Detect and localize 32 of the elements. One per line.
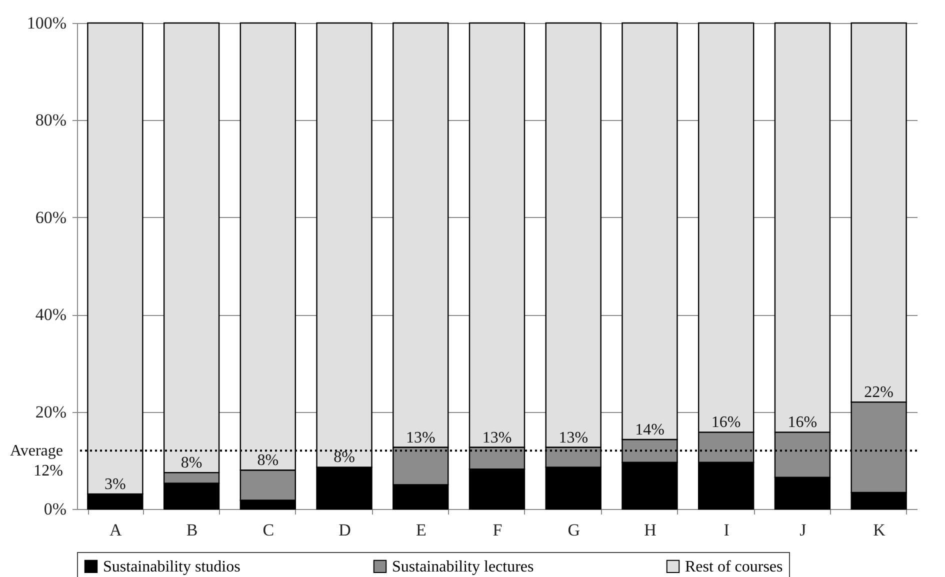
annotation: 16% [711, 414, 741, 432]
x-tick-label: H [644, 520, 656, 540]
annotation: 14% [635, 422, 664, 438]
annotation: 13% [406, 429, 436, 446]
x-tick-label: J [800, 520, 807, 540]
legend-label: Sustainability lectures [392, 558, 534, 576]
annotation: 8% [334, 449, 355, 466]
x-tick-label: C [262, 520, 274, 540]
x-tick-label: G [568, 520, 580, 540]
y-tick-label: 60% [35, 208, 66, 227]
annotation: 3% [104, 476, 126, 493]
x-tick-label: D [338, 520, 351, 540]
x-tick-label: F [492, 520, 502, 540]
annotation: 13% [558, 429, 588, 446]
x-tick-label: I [724, 520, 730, 540]
x-tick-label: B [186, 520, 198, 540]
annotation: 13% [482, 429, 512, 446]
legend-label: Rest of courses [685, 558, 783, 576]
x-tick-label: K [873, 520, 886, 540]
x-tick-label: E [416, 520, 426, 540]
y-tick-label: 0% [44, 500, 66, 518]
annotation: 8% [257, 452, 279, 470]
y-tick-label: 40% [35, 305, 66, 324]
y-tick-label: 20% [35, 402, 66, 422]
x-tick-label: A [110, 520, 123, 540]
y-tick-label: 100% [26, 14, 66, 32]
annotation: 22% [864, 384, 894, 402]
annotation: 8% [180, 454, 202, 472]
annotation: 16% [788, 414, 818, 432]
legend-label: Sustainability studios [103, 558, 240, 576]
ref-line-label: Average 12% [10, 442, 63, 480]
y-tick-label: 80% [35, 110, 66, 130]
